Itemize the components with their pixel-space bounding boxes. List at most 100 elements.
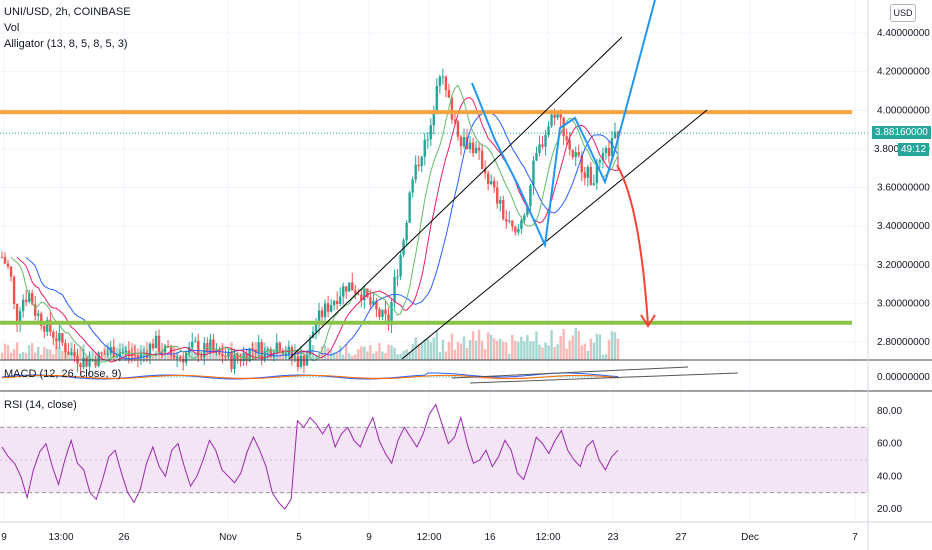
macd-histogram-bar [450,375,453,378]
candle-body [194,340,197,342]
candle-body [172,354,176,359]
candle-body [314,324,318,332]
candle-body [357,293,360,295]
macd-histogram-bar [327,376,330,378]
candle-body [184,352,188,363]
candle-body [203,343,206,358]
currency-button[interactable]: USD [890,4,916,22]
macd-legend[interactable]: MACD (12, 26, close, 9) [4,368,122,380]
candle-body [538,144,541,154]
candle-body [499,199,502,204]
macd-histogram-bar [305,375,308,378]
signal-line [1,374,619,380]
volume-bar [544,342,547,360]
volume-bar [194,353,197,360]
volume-bar [435,330,439,360]
volume-bar [399,353,402,360]
volume-bar [553,347,556,360]
trend-drawings [288,0,708,360]
candle-body [477,147,481,151]
volume-bar [616,338,620,360]
candle-body [523,215,526,221]
volume-bar [456,341,460,360]
macd-histogram-bar [85,377,88,380]
candle-body [260,342,263,360]
volume-bar [577,331,580,360]
candle-body [100,352,103,354]
candle-body [571,149,574,158]
candle-body [577,152,580,156]
volume-bar [67,350,70,360]
macd-histogram-bar [484,377,487,380]
vol-legend[interactable]: Vol [4,22,20,34]
candle-body [308,338,312,356]
alligator-legend[interactable]: Alligator (13, 8, 5, 8, 5, 3) [4,38,128,50]
candle-body [30,293,34,305]
candle-body [136,355,140,358]
volume-bar [6,345,10,360]
symbol-legend[interactable]: UNI/USD, 2h, COINBASE [4,6,131,18]
macd-histogram-bar [248,377,251,380]
volume-bar [55,342,58,360]
volume-bar [3,343,7,360]
volume-bar [499,338,502,360]
volume-bar [462,336,466,360]
candle-body [302,356,306,366]
candle-body [489,181,493,185]
price-tick-label: 4.00000000 [877,105,930,116]
candle-body [0,257,4,259]
candle-body [444,76,448,91]
volume-bar [465,348,469,360]
candle-body [526,206,529,216]
macd-histogram-bar [586,375,589,378]
candle-body [586,166,590,178]
macd-histogram-bar [511,377,514,380]
volume-bar [212,350,215,360]
time-tick-label: 12:00 [535,532,560,543]
candle-body [332,300,336,306]
macd-histogram-bar [191,376,194,378]
macd-histogram-bar [526,377,529,379]
volume-bar [492,338,496,360]
volume-bar [191,342,194,360]
candle-body [393,276,396,303]
candle-body [598,160,602,163]
macd-histogram-bar [481,377,484,379]
candle-body [317,310,321,325]
volume-bar [49,349,52,360]
candle-body [604,147,608,153]
candle-body [329,305,333,312]
volume-bar [568,340,571,360]
macd-histogram-bar [46,375,49,378]
time-tick-label: 16 [484,532,496,543]
volume-bar [46,349,49,360]
candle-body [24,299,28,302]
candle-body [399,255,402,277]
candle-body [405,222,408,241]
candle-body [218,350,221,355]
candle-body [429,125,432,140]
macd-histogram-bar [115,377,118,380]
volume-bar [550,330,553,360]
candle-body [191,341,194,347]
rsi-legend[interactable]: RSI (14, close) [4,399,77,411]
candle-body [326,303,330,312]
candle-body [46,319,49,332]
candle-body [175,356,179,359]
volume-bar [420,343,423,360]
volume-bar [438,351,442,360]
candle-body [296,356,300,368]
macd-histogram-bar [321,375,324,378]
macd-histogram-bar [112,377,115,380]
volume-bar [474,340,478,360]
candle-body [263,351,266,360]
macd-histogram-bar [61,376,64,378]
volume-bar [595,333,599,360]
candle-body [474,147,478,154]
volume-bar [580,345,583,360]
candle-body [417,164,420,167]
candle-body [532,160,535,186]
time-tick-label: 13:00 [48,532,73,543]
candle-body [188,346,191,353]
